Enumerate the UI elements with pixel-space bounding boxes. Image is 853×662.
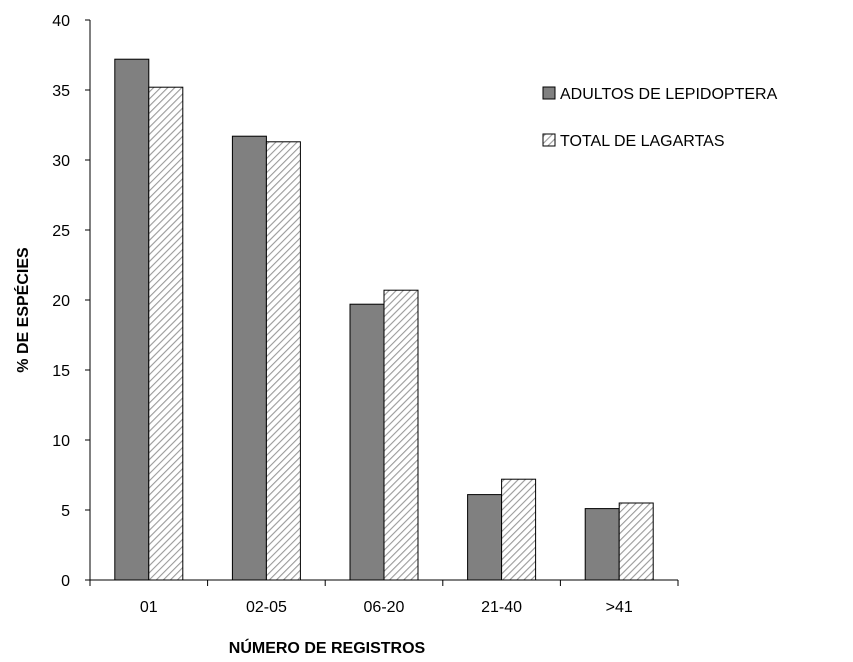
y-tick-label-40: 40 [52, 13, 70, 30]
bar-lagartas-4 [618, 502, 654, 581]
axes-group: 0 5 10 15 20 25 30 35 40 01 02-05 06-20 21-40 >41 [52, 13, 679, 616]
bar-lagartas-1 [265, 141, 301, 581]
x-tick-label-1: 02-05 [246, 599, 287, 616]
legend-label-0: ADULTOS DE LEPIDOPTERA [560, 86, 778, 103]
bar-adultos-2 [349, 303, 385, 581]
bars-group [114, 58, 654, 581]
y-tick-label-10: 10 [52, 433, 70, 450]
x-axis-title: NÚMERO DE REGISTROS [229, 638, 426, 657]
bar-adultos-0 [114, 58, 150, 581]
x-tick-label-0: 01 [140, 599, 158, 616]
y-tick-label-25: 25 [52, 223, 70, 240]
y-tick-label-20: 20 [52, 293, 70, 310]
bar-lagartas-3 [501, 478, 537, 581]
legend-swatch-1 [542, 133, 556, 147]
y-axis-title: % DE ESPÉCIES [13, 247, 32, 373]
bar-lagartas-2 [383, 289, 419, 581]
y-tick-label-35: 35 [52, 83, 70, 100]
bar-lagartas-0 [148, 86, 184, 581]
x-tick-label-2: 06-20 [364, 599, 405, 616]
legend-swatch-0 [542, 86, 556, 100]
y-tick-label-15: 15 [52, 363, 70, 380]
y-tick-label-5: 5 [61, 503, 70, 520]
legend: ADULTOS DE LEPIDOPTERA TOTAL DE LAGARTAS [542, 86, 778, 150]
bar-adultos-3 [467, 494, 503, 581]
bar-adultos-4 [584, 508, 620, 581]
y-tick-label-0: 0 [61, 573, 70, 590]
legend-label-1: TOTAL DE LAGARTAS [560, 133, 725, 150]
x-tick-label-4: >41 [606, 599, 633, 616]
y-tick-label-30: 30 [52, 153, 70, 170]
bar-adultos-1 [231, 135, 267, 581]
x-tick-label-3: 21-40 [481, 599, 522, 616]
